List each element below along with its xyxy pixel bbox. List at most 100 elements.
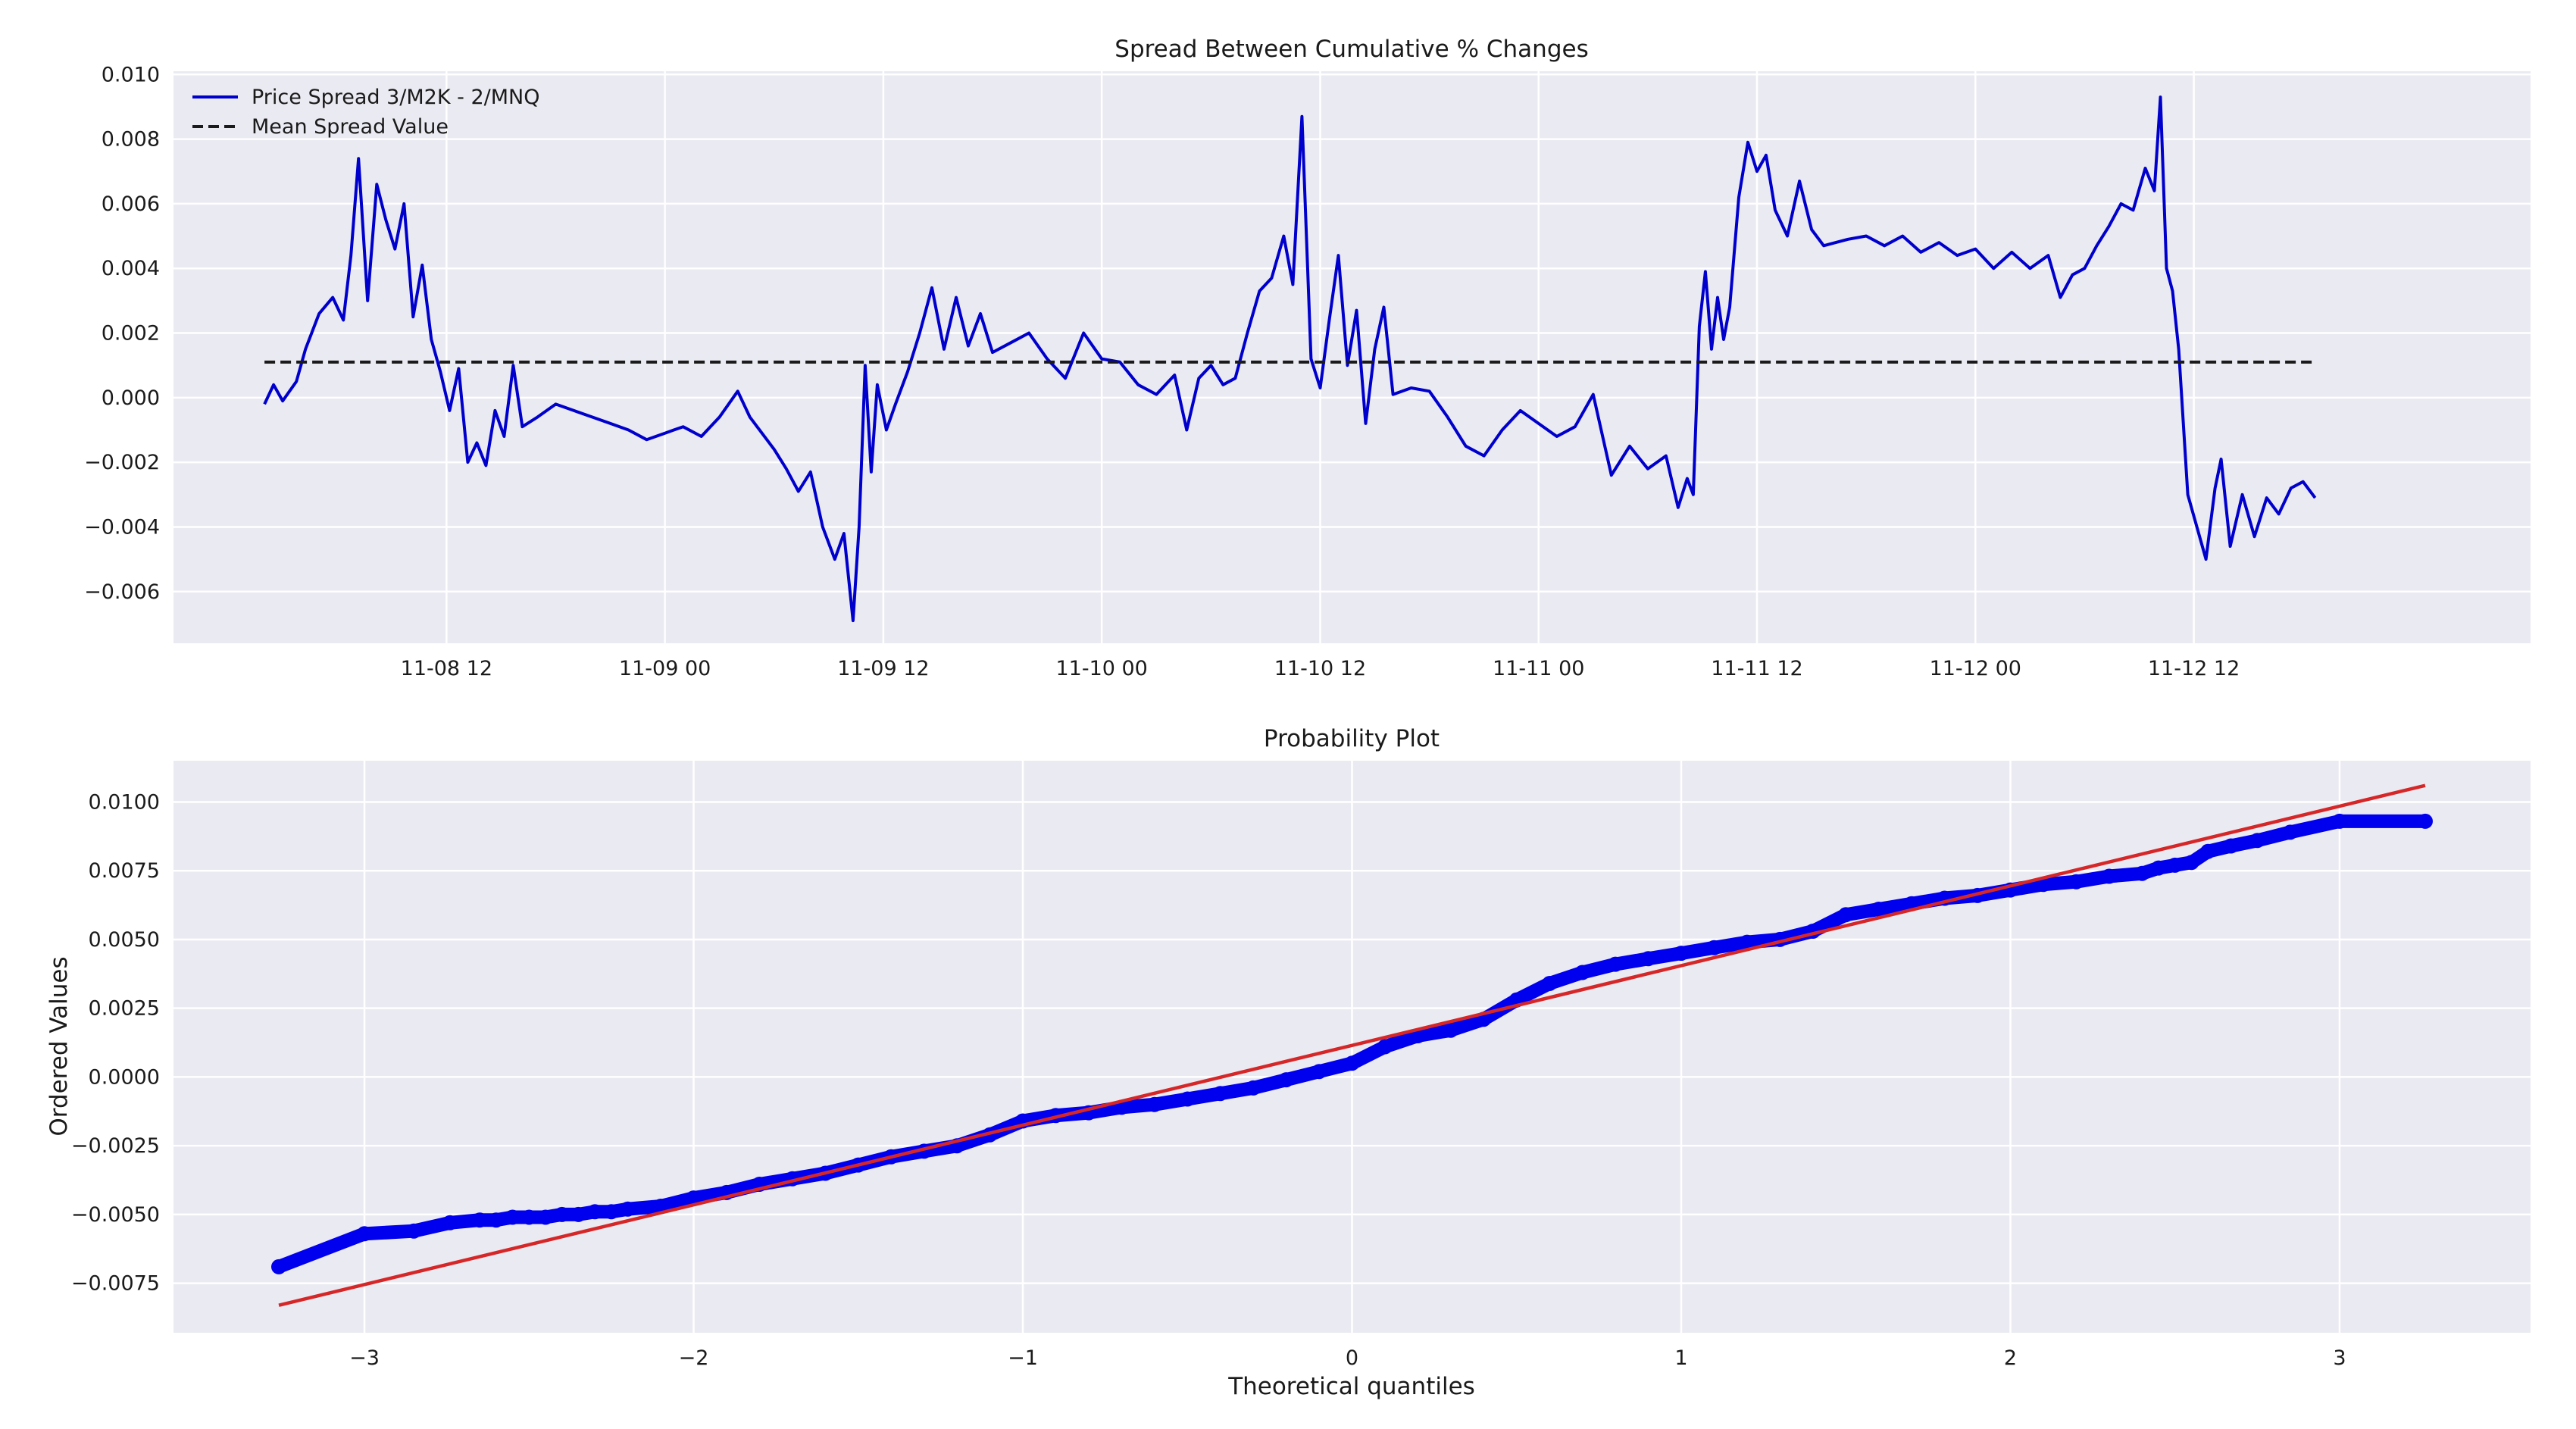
x-tick-label: 11-12 00 xyxy=(1930,657,2021,680)
ordered-value-point xyxy=(1246,1080,1261,1096)
x-tick-label: 11-09 00 xyxy=(619,657,711,680)
y-tick-label: 0.010 xyxy=(102,63,160,86)
ordered-value-point xyxy=(505,1209,521,1225)
x-tick-label: −3 xyxy=(349,1346,380,1370)
ordered-value-point xyxy=(1311,1064,1327,1080)
spread-line-chart: 11-08 12 11-09 00 11-09 12 11-10 00 11-10 12… xyxy=(84,36,2531,680)
y-tick-label: 0.0100 xyxy=(89,790,160,814)
ordered-value-point xyxy=(472,1212,488,1228)
probability-plot: −3 −2 −1 0 1 2 3 −0.0075 −0.0050 −0.0025 0.0000 0.… xyxy=(45,725,2531,1400)
x-tick-label: 2 xyxy=(2004,1346,2017,1370)
y-tick-label: 0.004 xyxy=(102,257,160,280)
ordered-value-point xyxy=(2101,868,2117,884)
ordered-value-point xyxy=(2332,813,2347,829)
ordered-value-point xyxy=(2167,857,2183,873)
x-tick-label: 3 xyxy=(2333,1346,2346,1370)
y-tick-label: 0.000 xyxy=(102,386,160,410)
ordered-value-point xyxy=(1739,934,1755,950)
ordered-value-point xyxy=(1838,907,1854,923)
ordered-value-point xyxy=(1180,1091,1196,1107)
ordered-value-point xyxy=(1377,1039,1393,1055)
y-tick-label: 0.0000 xyxy=(89,1065,160,1089)
legend-label-mean: Mean Spread Value xyxy=(252,115,449,139)
ordered-value-point xyxy=(2249,833,2265,849)
legend-label-spread: Price Spread 3/M2K - 2/MNQ xyxy=(252,86,540,109)
ordered-value-point xyxy=(2223,838,2239,854)
x-tick-labels: 11-08 12 11-09 00 11-09 12 11-10 00 11-10 12… xyxy=(401,657,2240,680)
y-tick-label: 0.0050 xyxy=(89,928,160,952)
chart-title: Probability Plot xyxy=(1264,725,1440,752)
ordered-value-point xyxy=(587,1204,603,1220)
y-tick-label: −0.006 xyxy=(84,580,160,604)
y-tick-label: −0.0025 xyxy=(71,1134,160,1158)
chart-title: Spread Between Cumulative % Changes xyxy=(1114,36,1588,63)
ordered-value-point xyxy=(538,1209,553,1225)
ordered-value-point xyxy=(2282,824,2298,840)
ordered-value-point xyxy=(554,1206,570,1222)
y-tick-label: 0.008 xyxy=(102,128,160,152)
y-tick-label: −0.002 xyxy=(84,451,160,474)
ordered-value-point xyxy=(521,1209,537,1225)
ordered-value-point xyxy=(2184,855,2199,871)
series-line-price-spread xyxy=(263,95,2317,623)
ordered-value-point xyxy=(2151,860,2166,876)
x-tick-label: −1 xyxy=(1008,1346,1038,1370)
ordered-value-point xyxy=(2418,813,2433,829)
y-tick-labels: −0.0075 −0.0050 −0.0025 0.0000 0.0025 0.0050 0… xyxy=(71,790,160,1295)
x-tick-label: 11-09 12 xyxy=(837,657,929,680)
ordered-value-point xyxy=(603,1204,619,1220)
ordered-value-point xyxy=(1212,1086,1228,1102)
x-tick-label: 1 xyxy=(1674,1346,1687,1370)
x-tick-label: 11-11 12 xyxy=(1711,657,1802,680)
ordered-value-point xyxy=(1706,940,1722,955)
ordered-value-point xyxy=(1674,946,1689,962)
y-tick-label: 0.0075 xyxy=(89,859,160,883)
y-tick-label: 0.006 xyxy=(102,192,160,216)
ordered-value-point xyxy=(1871,902,1887,917)
ordered-value-point xyxy=(271,1259,286,1274)
legend: Price Spread 3/M2K - 2/MNQ Mean Spread V… xyxy=(192,86,540,139)
x-tick-labels: −3 −2 −1 0 1 2 3 xyxy=(349,1346,2346,1370)
ordered-value-point xyxy=(1344,1055,1360,1071)
ordered-value-point xyxy=(571,1206,586,1222)
ordered-value-point xyxy=(2068,874,2084,890)
x-tick-label: −2 xyxy=(679,1346,709,1370)
fit-line xyxy=(278,783,2426,1307)
y-tick-label: −0.0050 xyxy=(71,1203,160,1227)
ordered-value-point xyxy=(620,1201,636,1217)
ordered-value-point xyxy=(1278,1072,1294,1088)
y-axis-label: Ordered Values xyxy=(45,956,73,1136)
x-tick-label: 11-11 00 xyxy=(1493,657,1584,680)
ordered-value-point xyxy=(2134,865,2150,881)
ordered-value-point xyxy=(1608,956,1624,972)
ordered-value-point xyxy=(1146,1096,1162,1112)
x-tick-label: 0 xyxy=(1346,1346,1358,1370)
ordered-value-point xyxy=(2200,843,2216,859)
ordered-value-point xyxy=(686,1190,702,1206)
ordered-value-point xyxy=(442,1215,458,1230)
x-tick-label: 11-12 12 xyxy=(2148,657,2240,680)
y-tick-label: 0.002 xyxy=(102,322,160,346)
ordered-value-point xyxy=(2035,877,2051,893)
x-tick-label: 11-10 00 xyxy=(1055,657,1147,680)
x-tick-label: 11-10 12 xyxy=(1274,657,1366,680)
y-tick-label: −0.004 xyxy=(84,515,160,539)
ordered-value-point xyxy=(1640,951,1656,967)
ordered-value-point xyxy=(488,1212,504,1228)
ordered-value-point xyxy=(1443,1022,1458,1038)
ordered-value-point xyxy=(653,1199,669,1214)
ordered-value-point xyxy=(1574,965,1590,980)
x-tick-label: 11-08 12 xyxy=(401,657,492,680)
y-tick-labels: −0.006 −0.004 −0.002 0.000 0.002 0.004 0.006 0.… xyxy=(84,63,160,603)
plot-area xyxy=(174,71,2531,643)
x-axis-label: Theoretical quantiles xyxy=(1227,1373,1475,1400)
y-tick-label: −0.0075 xyxy=(71,1272,160,1296)
ordered-value-point xyxy=(357,1226,372,1242)
ordered-value-point xyxy=(406,1223,422,1239)
ordered-value-point xyxy=(1542,976,1558,991)
y-tick-label: 0.0025 xyxy=(89,997,160,1021)
series-group xyxy=(271,783,2433,1307)
series-group xyxy=(263,95,2317,623)
